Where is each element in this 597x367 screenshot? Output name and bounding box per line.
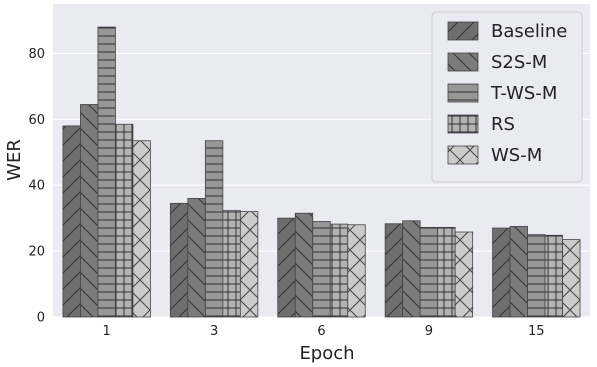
bar-hatch: [239, 211, 259, 318]
bar-hatch: [402, 220, 421, 318]
bar-hatch: [492, 227, 511, 318]
bar-hatch: [527, 234, 546, 318]
bar-hatch: [169, 202, 189, 318]
bar-hatch: [132, 140, 151, 318]
bar-hatch: [312, 221, 331, 318]
y-axis-label: WER: [4, 139, 25, 181]
legend-item-baseline: Baseline: [447, 21, 567, 42]
legend-label: S2S-M: [491, 52, 547, 73]
legend-label: WS-M: [491, 145, 542, 166]
x-tick-label: 15: [528, 324, 545, 339]
legend-swatch-hatch: [447, 52, 479, 72]
bar-hatch: [80, 104, 99, 318]
bar-hatch: [347, 224, 366, 318]
bar-hatch: [562, 239, 581, 318]
bar-hatch: [277, 217, 296, 318]
x-tick-labels: 1 3 6 9 15: [103, 324, 545, 339]
bar-hatch: [419, 226, 439, 318]
x-tick-label: 3: [210, 324, 218, 339]
bar-hatch: [544, 234, 563, 318]
legend-label: RS: [491, 114, 515, 135]
legend-swatch-hatch: [447, 21, 479, 41]
bars: [62, 26, 581, 318]
bar-hatch: [97, 26, 116, 318]
legend: Baseline S2S-M T-WS-M RS WS-M: [431, 11, 583, 183]
y-tick-label: 80: [28, 47, 45, 62]
legend-item-t-ws-m: T-WS-M: [447, 83, 557, 104]
bar-hatch: [437, 226, 456, 318]
legend-item-rs: RS: [447, 114, 515, 135]
bar-hatch: [384, 223, 404, 318]
y-tick-labels: 0 20 40 60 80: [28, 47, 45, 326]
bar-hatch: [222, 210, 241, 318]
y-tick-label: 40: [28, 179, 45, 194]
bar-hatch: [329, 223, 349, 318]
x-tick-label: 6: [317, 324, 325, 339]
y-tick-label: 0: [37, 311, 45, 326]
bar-hatch: [509, 225, 528, 318]
y-tick-label: 60: [28, 113, 45, 128]
x-axis-label: Epoch: [299, 343, 354, 364]
bar-hatch: [62, 125, 81, 318]
legend-item-ws-m: WS-M: [447, 145, 542, 166]
bar-hatch: [454, 231, 474, 318]
legend-label: Baseline: [491, 21, 567, 42]
y-tick-label: 20: [28, 245, 45, 260]
legend-label: T-WS-M: [490, 83, 557, 104]
legend-item-s2s-m: S2S-M: [447, 52, 547, 73]
legend-swatch-hatch: [447, 114, 479, 134]
legend-swatch-hatch: [447, 83, 479, 103]
x-tick-label: 1: [103, 324, 111, 339]
legend-swatch-hatch: [447, 145, 479, 165]
x-tick-label: 9: [425, 324, 433, 339]
bar-hatch: [204, 140, 224, 318]
bar-hatch: [187, 197, 206, 318]
bar-hatch: [294, 212, 314, 318]
bar-hatch: [115, 123, 134, 318]
